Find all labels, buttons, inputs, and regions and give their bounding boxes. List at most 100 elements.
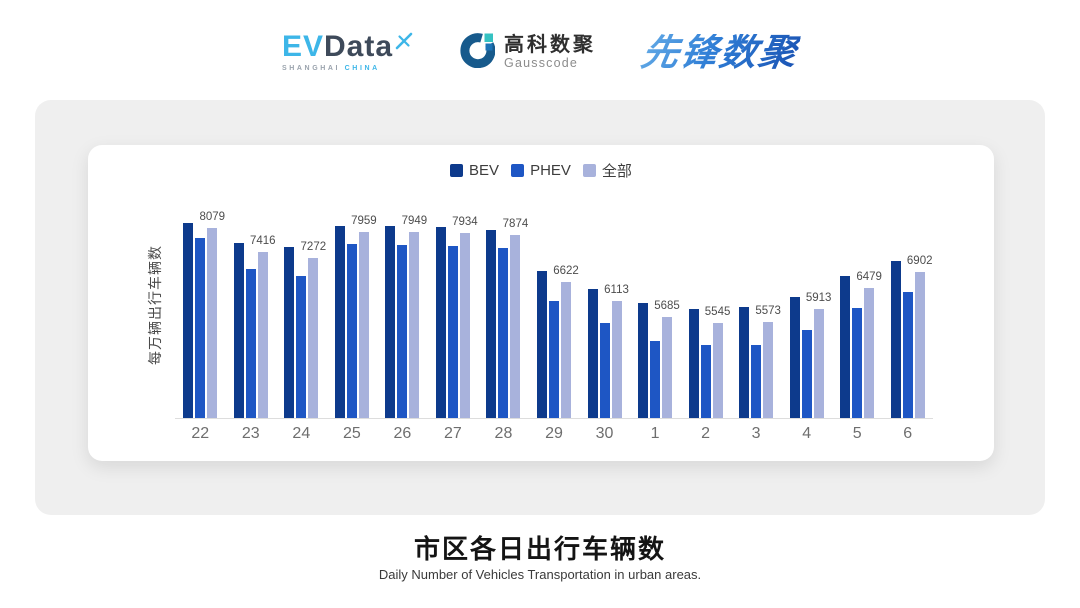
bar-value-label: 6113 [604,284,629,297]
bar-bev [435,226,446,418]
bar-group-29: 6622 [529,193,580,418]
legend-item-all[interactable]: 全部 [582,160,632,181]
bar-phev [447,245,458,418]
bar-all [560,282,571,418]
bar-phev [599,323,610,418]
bar-value-label: 6479 [856,270,882,283]
x-axis-label: 3 [751,425,761,442]
bar-phev [751,345,762,418]
bar-all [308,257,319,418]
bar-value-label: 7949 [401,215,428,228]
bar-group-6: 6902 [882,193,933,418]
y-axis-title: 每万辆出行车辆数 [147,245,163,365]
bar-all [662,317,673,418]
bar-phev [801,329,812,418]
bar-bev [638,303,649,418]
x-axis-label: 26 [393,425,412,442]
bar-value-label: 6622 [553,265,579,278]
bar-group-27: 7934 [428,193,479,418]
bar-phev [852,307,863,418]
legend-label-all: 全部 [601,163,632,180]
bar-group-24: 7272 [276,193,327,418]
evdata-sub-shanghai: SHANGHAI [281,65,341,72]
x-axis-label: 24 [292,425,311,442]
x-axis-label: 1 [650,425,660,442]
x-axis-label: 5 [852,425,862,442]
bar-value-label: 7959 [351,215,377,227]
bar-bev [789,296,800,418]
bar-value-label: 7874 [502,218,529,231]
bar-group-30: 6113 [579,193,630,418]
bar-group-2: 5545 [680,193,731,418]
x-axis-label: 28 [494,425,513,442]
bar-group-4: 5913 [781,193,832,418]
bar-bev [536,271,547,418]
bar-phev [397,244,408,418]
bar-bev [183,223,194,418]
gausscode-g-icon [459,32,496,73]
chart-card: BEV PHEV 全部 每万辆出行车辆数 8079 7416 7272 7959 7949 7… [88,145,994,461]
legend-item-bev[interactable]: BEV [450,162,499,179]
legend-label-bev: BEV [469,162,500,179]
bar-value-label: 5913 [805,291,832,304]
bar-all [358,232,369,418]
bar-bev [739,307,750,418]
bar-phev [650,340,661,418]
bar-value-label: 5685 [654,300,680,313]
bar-all [409,232,420,418]
bar-all [864,287,875,418]
bar-phev [346,244,357,418]
bar-all [611,301,622,418]
bar-all [207,227,218,418]
bar-all [763,321,774,418]
bar-value-label: 5573 [755,304,781,317]
bar-phev [498,247,509,418]
gausscode-en-text: Gausscode [504,55,579,70]
x-axis-label: 25 [342,425,361,442]
chart-title: 市区各日出行车辆数 [413,534,666,564]
bar-bev [840,276,851,418]
bar-value-label: 8079 [199,210,226,223]
chart-legend: BEV PHEV 全部 [88,160,994,181]
legend-marker-phev [511,164,525,177]
bar-phev [902,291,913,418]
bar-group-25: 7959 [327,193,378,418]
bar-value-label: 5545 [704,305,731,318]
evdata-wordmark: EV Data [282,32,413,62]
x-axis-label: 29 [545,425,563,442]
evdata-logo: EV Data SHANGHAI CHINA [282,32,413,72]
x-axis-label: 27 [444,425,462,442]
evdata-data-text: Data [324,30,394,63]
bar-phev [700,344,711,418]
bar-bev [334,226,345,418]
bar-group-23: 7416 [226,193,277,418]
bar-bev [385,226,396,418]
x-axis-label: 4 [802,425,812,442]
bar-value-label: 6902 [906,254,933,267]
bar-all [459,233,470,418]
x-axis-label: 6 [903,425,913,442]
bar-group-5: 6479 [832,193,883,418]
bar-group-26: 7949 [377,193,428,418]
pioneer-logo: 先锋数聚 [638,31,802,73]
bar-phev [245,268,256,418]
plot-area: 8079 7416 7272 7959 7949 7934 7874 6622 6113 5685… [175,193,933,418]
gausscode-logo: 高科数聚 Gausscode [459,32,596,73]
bar-value-label: 7934 [452,216,478,228]
bar-group-28: 7874 [478,193,529,418]
x-axis-label: 23 [241,425,260,442]
x-axis-label: 30 [595,425,614,442]
evdata-sub-china: CHINA [344,65,380,72]
bar-bev [890,260,901,418]
bar-group-1: 5685 [630,193,681,418]
x-axis-label: 2 [701,425,711,442]
x-axis-label: 22 [191,425,210,442]
bar-bev [688,308,699,418]
legend-item-phev[interactable]: PHEV [511,162,571,179]
bar-value-label: 7272 [300,240,327,253]
x-axis-labels: 22 23 24 25 26 27 28 29 30 1 2 3 4 5 6 [175,425,933,443]
header: EV Data SHANGHAI CHINA 高科数聚 Gausscode [0,26,1080,78]
x-axis-line [175,418,933,419]
bar-all [712,322,723,418]
evdata-ev-text: EV [281,30,324,63]
